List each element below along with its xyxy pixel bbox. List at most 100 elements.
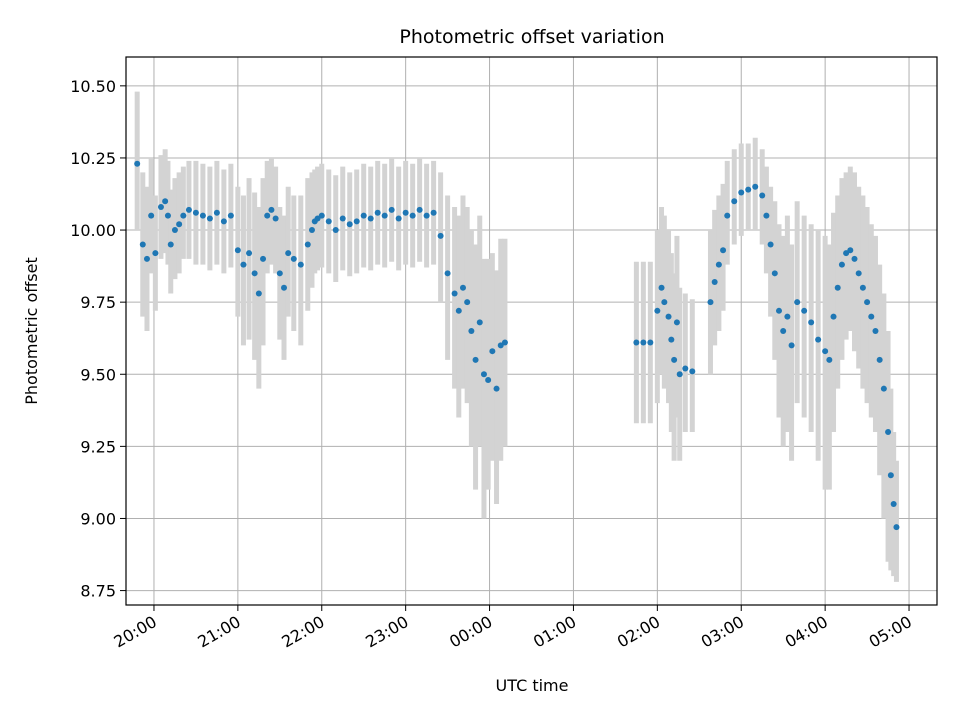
data-point [423, 212, 430, 219]
data-point [767, 241, 774, 248]
data-point [206, 215, 213, 222]
y-tick-label: 9.75 [80, 293, 116, 312]
data-point [134, 160, 141, 167]
data-point [822, 348, 829, 355]
data-point [346, 221, 353, 228]
data-point [281, 284, 288, 291]
data-point [171, 227, 178, 234]
data-point [872, 328, 879, 334]
y-tick-label: 9.50 [80, 365, 116, 384]
data-point [661, 299, 668, 306]
data-point [808, 319, 815, 326]
data-point [264, 212, 271, 219]
data-point [176, 221, 183, 228]
data-point [864, 299, 871, 306]
data-point [847, 247, 854, 254]
data-point [715, 261, 722, 268]
data-point [843, 250, 850, 257]
data-point [780, 328, 787, 334]
data-point [868, 313, 875, 320]
data-point [360, 212, 367, 219]
data-point [711, 278, 718, 285]
data-point [671, 356, 678, 363]
data-point [689, 368, 696, 375]
data-point [339, 215, 346, 222]
data-point [455, 307, 462, 314]
data-point [707, 299, 714, 306]
data-point [192, 209, 199, 216]
data-point [668, 336, 675, 343]
data-point [227, 212, 234, 219]
data-point [332, 227, 339, 234]
data-point [880, 385, 887, 392]
data-point [314, 215, 321, 222]
y-tick-label: 9.25 [80, 437, 116, 456]
data-point [855, 270, 862, 277]
data-point [268, 206, 275, 213]
data-point [139, 241, 146, 248]
data-point [459, 284, 466, 291]
data-point [290, 255, 297, 262]
data-point [468, 328, 475, 334]
data-point [297, 261, 304, 268]
data-point [838, 261, 845, 268]
chart-title: Photometric offset variation [399, 26, 664, 48]
data-point [489, 348, 496, 355]
data-point [830, 313, 837, 320]
data-point [185, 206, 192, 213]
data-point [493, 385, 500, 392]
data-point [801, 307, 808, 314]
data-point [472, 356, 479, 363]
data-point [745, 186, 752, 193]
data-point [251, 270, 258, 277]
data-point [738, 189, 745, 196]
data-point [771, 270, 778, 277]
data-point [885, 428, 892, 435]
data-point [654, 307, 661, 314]
y-axis: 8.75 9.00 9.25 9.50 9.75 10.00 10.25 10.50 [70, 77, 126, 601]
data-point [826, 356, 833, 363]
data-point [199, 212, 206, 219]
data-point [887, 472, 894, 479]
data-point [276, 270, 283, 277]
data-point [673, 319, 680, 326]
data-point [497, 342, 504, 349]
y-tick-label: 10.00 [70, 221, 116, 240]
data-point [246, 250, 253, 257]
y-axis-label: Photometric offset [22, 257, 41, 405]
data-point [444, 270, 451, 277]
data-point [476, 319, 483, 326]
data-point [665, 313, 672, 320]
data-point [775, 307, 782, 314]
data-point [763, 212, 770, 219]
data-point [752, 183, 759, 190]
data-point [285, 250, 292, 257]
data-point [240, 261, 247, 268]
data-point [152, 250, 159, 257]
data-point [485, 377, 492, 384]
data-point [260, 255, 267, 262]
data-point [388, 206, 395, 213]
data-point [851, 255, 858, 262]
data-point [724, 212, 731, 219]
data-point [167, 241, 174, 248]
data-point [416, 206, 423, 213]
data-point [759, 192, 766, 199]
y-tick-label: 8.75 [80, 582, 116, 601]
data-point [213, 209, 220, 216]
data-point [255, 290, 262, 297]
data-point [876, 356, 883, 363]
data-point [395, 215, 402, 222]
data-point [234, 247, 241, 254]
data-point [720, 247, 727, 254]
data-point [367, 215, 374, 222]
data-point [353, 218, 360, 225]
data-point [859, 284, 866, 291]
data-point [437, 232, 444, 239]
data-point [788, 342, 795, 349]
data-point [157, 203, 164, 210]
data-point [374, 209, 381, 216]
data-point [308, 227, 315, 234]
data-point [501, 339, 508, 346]
